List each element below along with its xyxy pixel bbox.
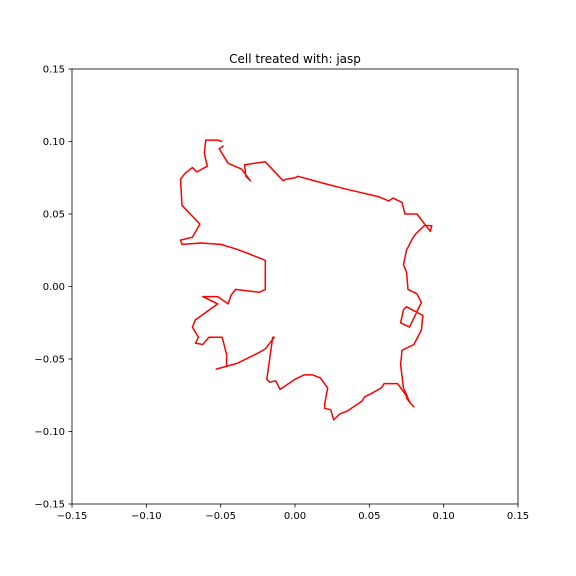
plot-area	[71, 68, 519, 505]
y-tick-label: 0.05	[43, 210, 65, 221]
x-tick-label: −0.15	[57, 511, 88, 522]
chart-title: Cell treated with: jasp	[229, 52, 361, 66]
x-axis: −0.15 −0.10 −0.05 0.00 0.05 0.10 0.15	[57, 504, 529, 522]
x-tick-label: 0.10	[433, 511, 455, 522]
y-tick-label: 0.10	[43, 137, 65, 148]
x-tick-label: −0.05	[205, 511, 236, 522]
x-tick-label: 0.05	[358, 511, 380, 522]
y-tick-label: −0.10	[34, 427, 65, 438]
series-layer	[179, 139, 433, 421]
cell-contour-line	[179, 139, 433, 421]
y-tick-label: −0.15	[34, 500, 65, 511]
x-tick-label: 0.15	[507, 511, 529, 522]
y-tick-label: 0.15	[43, 65, 65, 76]
x-tick-label: −0.10	[131, 511, 162, 522]
y-tick-label: −0.05	[34, 355, 65, 366]
y-axis: −0.15 −0.10 −0.05 0.00 0.05 0.10 0.15	[34, 65, 72, 511]
y-tick-label: 0.00	[43, 282, 65, 293]
x-tick-label: 0.00	[284, 511, 306, 522]
